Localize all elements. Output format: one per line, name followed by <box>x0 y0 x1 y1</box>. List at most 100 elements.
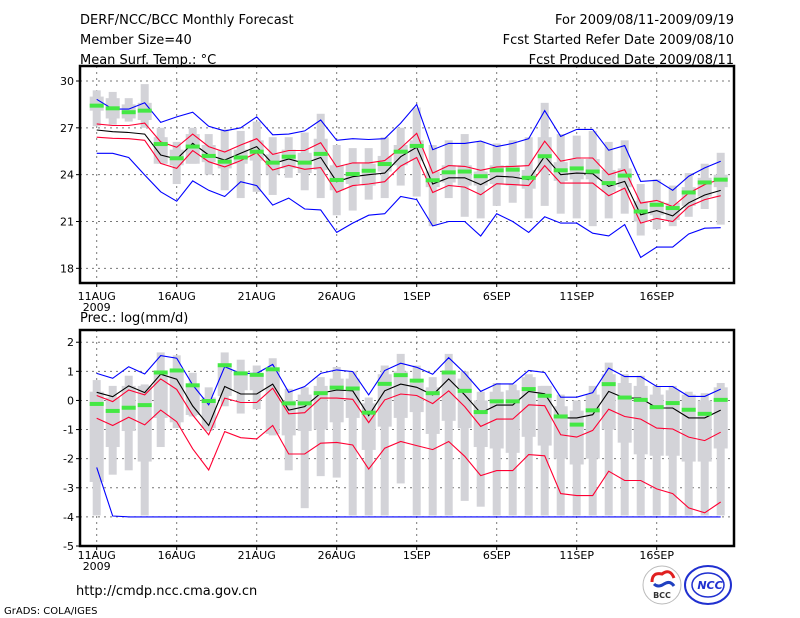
observed-marker <box>665 401 680 406</box>
observed-marker <box>617 173 632 178</box>
whisker-bar <box>236 130 245 199</box>
whisker-bar <box>348 371 357 516</box>
series-line-mean <box>96 373 721 427</box>
box-bar <box>585 394 600 459</box>
box-bar <box>185 134 200 164</box>
observed-marker <box>201 153 216 158</box>
observed-marker <box>185 383 200 388</box>
box-bar <box>473 171 488 186</box>
box-bar <box>89 391 104 482</box>
box-bar <box>185 384 200 416</box>
box-bar <box>361 403 376 450</box>
series-line-upper <box>96 378 721 442</box>
observed-marker <box>89 103 104 108</box>
box-bar <box>217 149 232 169</box>
observed-marker <box>281 401 296 406</box>
observed-marker <box>361 168 376 173</box>
observed-marker <box>441 370 456 375</box>
x-tick-label: 11SEP <box>559 549 594 562</box>
box-bar <box>585 159 600 180</box>
whisker-bar <box>380 365 389 516</box>
y-tick-label: 18 <box>60 262 74 275</box>
whisker-bar <box>540 385 549 516</box>
observed-marker <box>345 172 360 177</box>
box-bar <box>505 390 520 453</box>
series-line-max <box>96 355 721 406</box>
whisker-bar <box>412 365 421 516</box>
observed-marker <box>569 166 584 171</box>
box-bar <box>233 372 248 391</box>
whisker-bar <box>396 353 405 484</box>
x-tick-label: 16SEP <box>639 549 674 562</box>
y-tick-label: 27 <box>60 122 74 135</box>
x-tick-label: 16SEP <box>639 290 674 303</box>
observed-marker <box>265 367 280 372</box>
x-tick-label: 16AUG <box>158 290 196 303</box>
observed-marker <box>329 385 344 390</box>
observed-marker <box>233 371 248 376</box>
temperature-chart: 30 27 24 21 18 11AUG 16AUG 21AUG 26AUG 1SEP 6SEP 11… <box>60 64 736 314</box>
observed-marker <box>313 151 328 156</box>
box-bar <box>633 385 648 455</box>
observed-marker <box>457 388 472 393</box>
observed-marker <box>697 180 712 185</box>
plot-frame <box>78 64 736 285</box>
box-bar <box>457 165 472 186</box>
observed-marker <box>665 206 680 211</box>
box-bar <box>537 385 552 446</box>
observed-marker <box>313 391 328 396</box>
series-line-lower <box>96 136 721 224</box>
bcc-logo: BCC <box>642 565 682 605</box>
observed-marker <box>345 386 360 391</box>
observed-marker <box>169 156 184 161</box>
plot-frame <box>78 328 736 548</box>
observed-marker <box>297 160 312 165</box>
observed-marker <box>617 395 632 400</box>
box-bar <box>217 366 232 397</box>
series-line-min <box>96 467 721 518</box>
whisker-bar <box>428 377 437 516</box>
observed-marker <box>569 422 584 427</box>
observed-marker <box>121 110 136 115</box>
box-bar <box>681 394 696 462</box>
observed-marker <box>553 168 568 173</box>
observed-marker <box>649 405 664 410</box>
ncc-logo-text: NCC <box>697 579 722 592</box>
whisker-bar <box>620 374 629 516</box>
observed-marker <box>233 155 248 160</box>
x-tick-label: 11AUG <box>78 549 116 562</box>
y-tick-label: -2 <box>63 453 74 466</box>
observed-marker <box>489 399 504 404</box>
observed-marker <box>537 154 552 159</box>
box-bar <box>665 390 680 456</box>
observed-marker <box>425 391 440 396</box>
whisker-bar <box>524 374 533 516</box>
x-tick-label: 11AUG <box>78 290 116 303</box>
series-line-mean <box>96 129 721 217</box>
series-line-lower <box>96 409 722 514</box>
box-bar <box>89 96 104 111</box>
whisker-bar <box>492 382 501 516</box>
observed-marker <box>153 370 168 375</box>
observed-marker <box>633 209 648 214</box>
produced-date: Fcst Produced Date 2009/08/11 <box>529 53 734 68</box>
observed-marker <box>265 160 280 165</box>
observed-marker <box>505 167 520 172</box>
x-tick-label: 16AUG <box>158 549 196 562</box>
box-bar <box>489 391 504 449</box>
series-line-upper <box>96 122 721 208</box>
box-bar <box>153 374 168 418</box>
x-tick-label: 6SEP <box>483 549 511 562</box>
box-bar <box>409 382 424 413</box>
footer-url[interactable]: http://cmdp.ncc.cma.gov.cn <box>76 584 257 599</box>
observed-marker <box>681 407 696 412</box>
figure-title: DERF/NCC/BCC Monthly Forecast <box>80 13 294 28</box>
observed-marker <box>217 159 232 164</box>
observed-marker <box>329 177 344 182</box>
observed-marker <box>505 399 520 404</box>
box-bar <box>105 397 120 448</box>
y-tick-label: 0 <box>67 394 74 407</box>
observed-marker <box>457 169 472 174</box>
observed-marker <box>585 408 600 413</box>
whisker-bar <box>716 382 725 516</box>
